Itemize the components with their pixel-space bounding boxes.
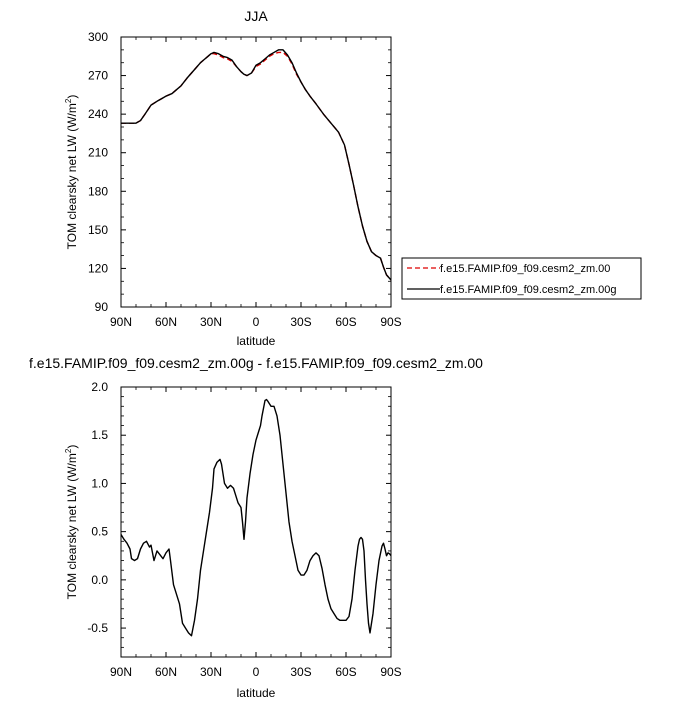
top-series-line-1 — [121, 51, 392, 281]
bottom-x-tick-label: 90N — [110, 665, 132, 679]
bottom-y-tick-label: 0.0 — [91, 573, 108, 587]
top-x-tick-label: 0 — [253, 315, 260, 329]
top-y-tick-label: 240 — [88, 107, 108, 121]
top-x-tick-label: 30S — [290, 315, 311, 329]
top-y-tick-label: 120 — [88, 261, 108, 275]
bottom-chart-title: f.e15.FAMIP.f09_f09.cesm2_zm.00g - f.e15… — [29, 355, 483, 371]
bottom-y-tick-label: 1.5 — [91, 428, 108, 442]
top-x-tick-label: 90N — [110, 315, 132, 329]
top-chart-title: JJA — [244, 8, 268, 24]
bottom-x-tick-label: 30S — [290, 665, 311, 679]
bottom-x-axis-label: latitude — [237, 686, 276, 700]
bottom-x-tick-label: 60N — [155, 665, 177, 679]
top-panel: JJA 90N 60N 30N 0 30S 60S 90S 90 120 150 180 210 240… — [64, 8, 642, 348]
top-y-tick-label: 180 — [88, 184, 108, 198]
bottom-plot-frame — [120, 386, 392, 658]
bottom-y-tick-label: 2.0 — [91, 380, 108, 394]
bottom-x-tick-label: 30N — [200, 665, 222, 679]
top-series-line-2 — [121, 49, 392, 281]
bottom-x-tick-label: 90S — [380, 665, 401, 679]
top-y-tick-label: 210 — [88, 146, 108, 160]
legend-label-series-2: f.e15.FAMIP.f09_f09.cesm2_zm.00g — [440, 284, 617, 296]
bottom-y-tick-label: -0.5 — [87, 621, 108, 635]
top-x-axis-label: latitude — [237, 334, 276, 348]
bottom-x-tick-label: 60S — [335, 665, 356, 679]
top-x-tick-label: 30N — [200, 315, 222, 329]
legend-label-series-1: f.e15.FAMIP.f09_f09.cesm2_zm.00 — [440, 263, 610, 275]
top-x-tick-label: 60N — [155, 315, 177, 329]
top-y-tick-label: 150 — [88, 223, 108, 237]
bottom-x-tick-label: 0 — [253, 665, 260, 679]
legend: f.e15.FAMIP.f09_f09.cesm2_zm.00 f.e15.FA… — [401, 257, 642, 300]
top-x-tick-label: 90S — [380, 315, 401, 329]
bottom-y-axis-label: TOM clearsky net LW (W/m2) — [64, 445, 79, 600]
legend-box — [401, 257, 642, 300]
bottom-y-tick-label: 0.5 — [91, 525, 108, 539]
top-y-tick-label: 300 — [88, 30, 108, 44]
bottom-y-tick-label: 1.0 — [91, 476, 108, 490]
top-y-tick-label: 90 — [95, 300, 109, 314]
bottom-panel: f.e15.FAMIP.f09_f09.cesm2_zm.00g - f.e15… — [29, 355, 483, 700]
top-y-axis-label: TOM clearsky net LW (W/m2) — [64, 95, 79, 250]
top-x-tick-label: 60S — [335, 315, 356, 329]
bottom-series-line-1 — [120, 398, 392, 637]
top-y-tick-label: 270 — [88, 69, 108, 83]
